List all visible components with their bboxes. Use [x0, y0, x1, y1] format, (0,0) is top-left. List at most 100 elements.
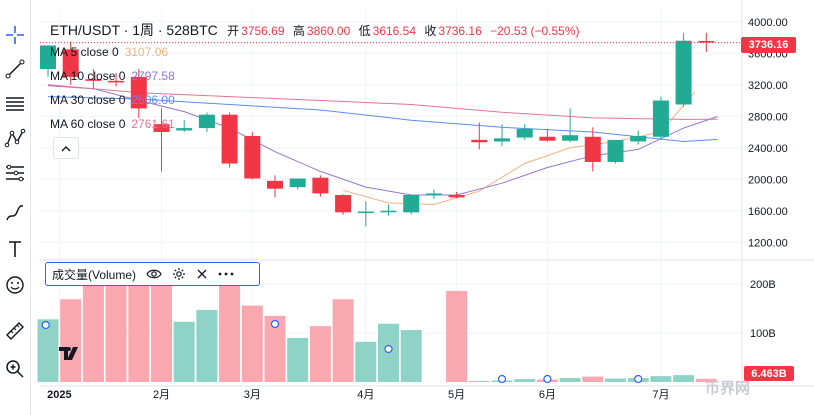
candle-body — [607, 139, 624, 162]
ma-60-label: MA 60 close 0 — [50, 117, 126, 131]
volume-bar — [650, 376, 672, 382]
collapse-legend-button[interactable] — [53, 137, 79, 159]
high-label: 高 — [292, 24, 305, 38]
brush-icon[interactable] — [2, 200, 28, 226]
event-marker — [543, 374, 552, 384]
candle-body — [357, 211, 374, 214]
ma-30-label: MA 30 close 0 — [50, 93, 126, 107]
time-tick-label: 5月 — [448, 389, 465, 401]
candle-body — [675, 40, 692, 105]
crosshair-icon[interactable] — [2, 22, 28, 48]
low-value: 3616.54 — [372, 24, 417, 38]
candle-body — [62, 49, 79, 77]
volume-bar — [173, 321, 195, 382]
candle-body — [448, 195, 465, 198]
candle-body — [335, 195, 352, 213]
candle-body — [425, 193, 442, 196]
volume-bar — [695, 378, 717, 382]
price-tick-label: 4000.00 — [748, 17, 788, 29]
fib-icon[interactable] — [2, 160, 28, 186]
ma-5-value: 3107.06 — [124, 45, 169, 59]
more-options-icon[interactable] — [218, 272, 234, 276]
open-label: 开 — [227, 24, 240, 38]
candle-body — [539, 136, 556, 141]
price-tick-label: 2400.00 — [748, 143, 788, 155]
volume-bar — [82, 264, 104, 382]
candle-body — [267, 180, 283, 189]
ma-10-label: MA 10 close 0 — [50, 69, 126, 83]
eye-icon[interactable] — [146, 268, 162, 280]
ma-5-label: MA 5 close 0 — [50, 45, 119, 59]
chevron-up-icon — [61, 145, 71, 151]
symbol-title[interactable]: ETH/USDT · 1周 · 528BTC — [50, 22, 218, 38]
zoom-in-icon[interactable] — [2, 356, 28, 382]
ma-10-legend[interactable]: MA 10 close 0 2797.58 — [50, 69, 175, 83]
pattern-icon[interactable] — [2, 125, 28, 151]
event-marker — [270, 319, 280, 329]
change-value: −20.53 (−0.55%) — [490, 24, 580, 38]
volume-bar — [60, 299, 82, 382]
volume-bar — [446, 290, 468, 382]
event-marker — [634, 374, 643, 384]
volume-bar — [196, 310, 218, 382]
emoji-icon[interactable] — [2, 272, 28, 298]
settings-gear-icon[interactable] — [172, 267, 186, 281]
candle-body — [176, 128, 193, 131]
time-tick-label: 6月 — [539, 389, 556, 401]
volume-tick-label: 200B — [750, 279, 776, 291]
low-label: 低 — [358, 24, 371, 38]
ma-5-legend[interactable]: MA 5 close 0 3107.06 — [50, 45, 168, 59]
volume-tick-label: 100B — [750, 328, 776, 340]
volume-bar — [468, 381, 490, 382]
open-value: 3756.69 — [241, 24, 285, 38]
candle-body — [312, 177, 329, 194]
volume-bar — [673, 375, 695, 382]
close-label: 收 — [424, 24, 437, 38]
time-tick-label: 4月 — [357, 389, 374, 401]
volume-bar — [128, 284, 150, 382]
ma-line — [342, 91, 696, 206]
volume-legend[interactable]: 成交量(Volume) — [45, 262, 260, 286]
last-price-tag: 3736.16 — [741, 37, 796, 53]
candle-body — [244, 135, 261, 179]
horizontal-lines-icon[interactable] — [2, 91, 28, 117]
candle-body — [40, 45, 56, 70]
price-tick-label: 3200.00 — [748, 80, 788, 92]
candle-body — [584, 136, 601, 162]
volume-bar — [264, 315, 286, 382]
brand-watermark: 币界网 — [705, 380, 751, 397]
volume-bar — [332, 299, 354, 382]
trend-line-icon[interactable] — [2, 56, 28, 82]
time-tick-label: 7月 — [652, 389, 669, 401]
candle-body — [652, 100, 669, 137]
candle-body — [221, 114, 238, 164]
ma-30-legend[interactable]: MA 30 close 0 2506.00 — [50, 93, 175, 107]
high-value: 3860.00 — [306, 24, 351, 38]
candles — [40, 32, 715, 227]
text-icon[interactable] — [2, 236, 28, 262]
candle-body — [698, 40, 715, 43]
close-icon[interactable] — [196, 268, 208, 280]
volume-bar — [355, 341, 377, 382]
volume-bar — [105, 285, 127, 382]
close-value: 3736.16 — [438, 24, 482, 38]
candle-body — [630, 135, 647, 142]
volume-bar — [605, 378, 626, 382]
candle-body — [494, 138, 510, 142]
event-marker — [384, 344, 393, 354]
tradingview-logo-icon — [58, 344, 84, 367]
candle-body — [130, 76, 147, 109]
ruler-icon[interactable] — [2, 318, 28, 344]
volume-bar — [309, 326, 331, 382]
volume-bars — [37, 264, 717, 384]
candle-body — [562, 135, 579, 141]
volume-bar — [514, 379, 536, 382]
ma-60-legend[interactable]: MA 60 close 0 2761.61 — [50, 117, 175, 131]
candle-body — [153, 124, 170, 133]
price-tick-label: 1600.00 — [748, 206, 788, 218]
ohlc-legend: ETH/USDT · 1周 · 528BTC 开 3756.69 高 3860.00… — [50, 20, 582, 40]
volume-bar — [241, 305, 263, 382]
candle-body — [198, 114, 215, 129]
volume-bar — [151, 267, 172, 382]
